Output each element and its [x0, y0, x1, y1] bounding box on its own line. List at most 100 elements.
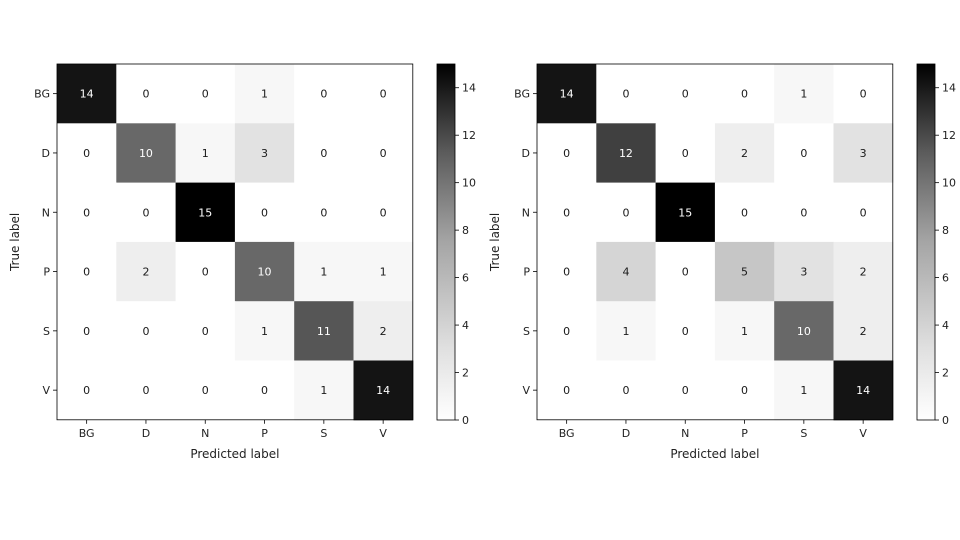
- matrix-cell: [655, 64, 716, 124]
- matrix-cell: [537, 123, 597, 184]
- cell-value: 0: [202, 266, 209, 279]
- matrix-cell: [833, 241, 894, 302]
- cell-value: 1: [622, 325, 629, 338]
- cell-value: 0: [800, 206, 807, 219]
- cell-value: 3: [800, 266, 807, 279]
- cell-value: 0: [563, 266, 570, 279]
- y-tick-label: BG: [34, 88, 50, 101]
- cell-value: 11: [317, 325, 331, 338]
- matrix-cell: [714, 360, 775, 421]
- colorbar-tick-label: 4: [942, 319, 949, 332]
- y-tick-label: BG: [514, 88, 530, 101]
- cell-value: 0: [320, 206, 327, 219]
- matrix-cell: [596, 123, 657, 184]
- matrix-cell: [537, 64, 597, 124]
- cell-value: 0: [563, 147, 570, 160]
- confusion-matrix-1: 14 0 0 1 0 00 10 1 3 0 00 0 15 0 0 00 2 0 10 1 10 0 0 1 11 20 0 0 0 1…: [8, 63, 476, 461]
- cell-value: 0: [622, 206, 629, 219]
- colorbar-tick-label: 4: [462, 319, 469, 332]
- cell-value: 0: [202, 88, 209, 101]
- cell-value: 1: [800, 384, 807, 397]
- matrix-cell: [116, 360, 177, 421]
- x-tick-label: V: [379, 427, 387, 440]
- matrix-cell: [833, 123, 894, 184]
- x-tick-label: S: [320, 427, 327, 440]
- matrix-cell: [833, 301, 894, 361]
- matrix-cell: [175, 182, 236, 243]
- matrix-cell: [353, 360, 414, 421]
- matrix-cell: [655, 182, 716, 243]
- cell-value: 2: [380, 325, 387, 338]
- matrix-cell: [774, 360, 834, 421]
- cell-value: 0: [83, 147, 90, 160]
- matrix-cell: [655, 241, 716, 302]
- cell-value: 15: [678, 206, 692, 219]
- matrix-cell: [655, 123, 716, 184]
- cell-value: 0: [142, 206, 149, 219]
- colorbar-tick-label: 6: [942, 272, 949, 285]
- y-tick-label: V: [42, 384, 50, 397]
- matrix-cell: [234, 64, 295, 124]
- matrix-cell: [774, 182, 834, 243]
- cell-value: 0: [380, 147, 387, 160]
- cell-value: 0: [741, 206, 748, 219]
- x-tick-label: D: [142, 427, 150, 440]
- cell-value: 10: [139, 147, 153, 160]
- matrix-cell: [353, 123, 414, 184]
- matrix-cell: [116, 241, 177, 302]
- matrix-cell: [175, 64, 236, 124]
- matrix-cell: [175, 123, 236, 184]
- matrix-cell: [116, 182, 177, 243]
- colorbar-tick-label: 14: [462, 82, 476, 95]
- x-axis-label: Predicted label: [190, 447, 279, 461]
- cell-value: 1: [380, 266, 387, 279]
- y-tick-label: S: [43, 325, 50, 338]
- matrix-cell: [596, 241, 657, 302]
- matrix-cell: [353, 64, 414, 124]
- cell-value: 0: [563, 325, 570, 338]
- cell-value: 0: [83, 266, 90, 279]
- matrix-cell: [294, 241, 354, 302]
- cell-value: 0: [202, 384, 209, 397]
- matrix-cell: [655, 301, 716, 361]
- matrix-cell: [294, 182, 354, 243]
- cell-value: 12: [619, 147, 633, 160]
- matrix-cell: [294, 301, 354, 361]
- cell-value: 0: [261, 384, 268, 397]
- matrix-cell: [774, 241, 834, 302]
- matrix-cell: [774, 64, 834, 124]
- colorbar-gradient: [916, 63, 936, 421]
- matrix-cell: [353, 301, 414, 361]
- matrix-cell: [234, 241, 295, 302]
- matrix-cell: [353, 182, 414, 243]
- matrix-cell: [294, 64, 354, 124]
- y-tick-label: D: [522, 147, 530, 160]
- matrix-cell: [714, 301, 775, 361]
- cell-value: 0: [83, 206, 90, 219]
- cell-value: 1: [320, 266, 327, 279]
- matrix-cell: [57, 241, 117, 302]
- matrix-cell: [175, 241, 236, 302]
- x-tick-label: BG: [559, 427, 575, 440]
- cell-value: 0: [142, 384, 149, 397]
- matrix-cell: [714, 64, 775, 124]
- matrix-cell: [596, 301, 657, 361]
- cell-value: 1: [202, 147, 209, 160]
- cell-value: 0: [741, 384, 748, 397]
- matrix-cell: [116, 123, 177, 184]
- y-tick-label: P: [43, 266, 50, 279]
- matrix-cell: [57, 182, 117, 243]
- cell-value: 0: [682, 147, 689, 160]
- matrix-cell: [596, 64, 657, 124]
- cell-value: 0: [800, 147, 807, 160]
- matrix-cell: [353, 241, 414, 302]
- matrix-cell: [116, 301, 177, 361]
- colorbar-tick-label: 12: [942, 129, 956, 142]
- matrix-cell: [537, 182, 597, 243]
- cell-value: 0: [682, 384, 689, 397]
- colorbar-tick-label: 0: [462, 414, 469, 427]
- cell-value: 0: [142, 325, 149, 338]
- cell-value: 14: [856, 384, 870, 397]
- cell-value: 0: [320, 147, 327, 160]
